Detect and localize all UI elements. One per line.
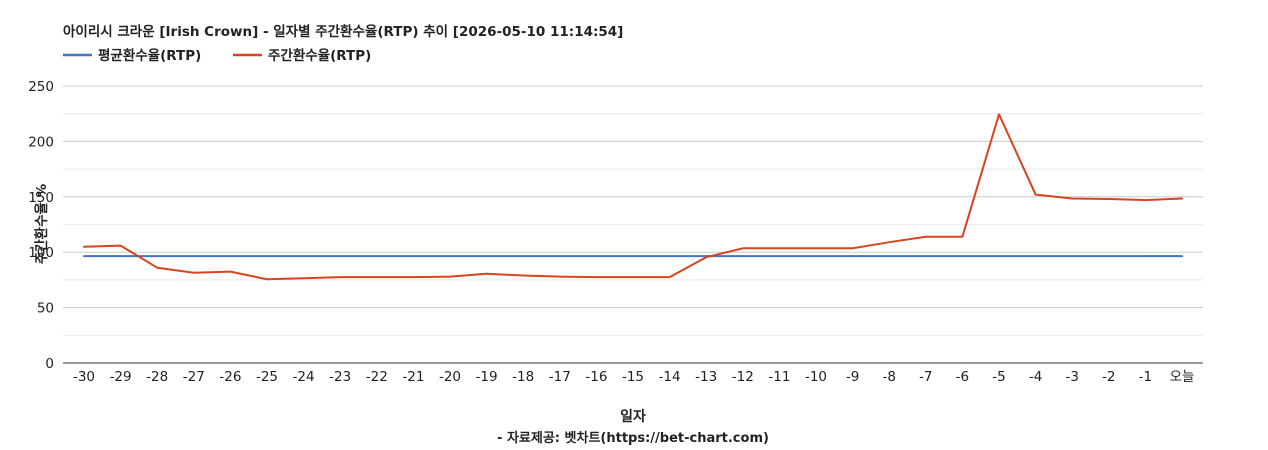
x-tick-label: -22 [366,369,388,385]
x-tick-label: -24 [293,369,315,385]
x-tick-label: -16 [585,369,607,385]
legend-item-weekly[interactable]: 주간환수율(RTP) [233,47,371,64]
x-tick-label: -13 [695,369,717,385]
x-tick-label: -6 [956,369,969,385]
x-tick-label: -28 [146,369,168,385]
y-tick-label: 200 [28,134,54,150]
x-tick-label: -26 [219,369,241,385]
legend: 평균환수율(RTP) 주간환수율(RTP) [63,47,371,64]
x-tick-label: -11 [768,369,790,385]
x-tick-label: 오늘 [1170,369,1195,385]
legend-item-average[interactable]: 평균환수율(RTP) [63,47,201,64]
y-axis-label: 주간환수율 % [33,183,50,264]
x-tick-label: -18 [512,369,534,385]
x-tick-label: -4 [1029,369,1042,385]
legend-label-weekly: 주간환수율(RTP) [268,47,371,64]
x-tick-label: -29 [110,369,132,385]
x-tick-label: -3 [1065,369,1078,385]
y-tick-label: 150 [28,190,54,206]
x-tick-label: -19 [476,369,498,385]
x-tick-label: -12 [732,369,754,385]
x-tick-label: -1 [1139,369,1152,385]
x-tick-label: -2 [1102,369,1115,385]
x-axis-ticks: -30 -29 -28 -27 -26 -25 -24 -23 -22 -21 -20 -19 -18-… [73,369,1194,385]
y-tick-label: 250 [28,79,54,95]
chart-title: 아이리시 크라운 [Irish Crown] - 일자별 주간환수율(RTP) … [63,23,623,40]
y-axis-ticks: 0 50 100 150 200 250 [28,79,54,372]
gridlines [63,85,1203,336]
x-tick-label: -25 [256,369,278,385]
y-tick-label: 100 [28,245,54,261]
x-tick-label: -5 [992,369,1005,385]
source-note: - 자료제공: 벳차트(https://bet-chart.com) [497,430,769,446]
x-tick-label: -14 [659,369,681,385]
x-tick-label: -15 [622,369,644,385]
series-lines [83,113,1183,281]
x-tick-label: -17 [549,369,571,385]
x-tick-label: -21 [402,369,424,385]
x-tick-label: -8 [882,369,895,385]
x-tick-label: -23 [329,369,351,385]
x-tick-label: -10 [805,369,827,385]
y-tick-label: 0 [45,356,54,372]
x-tick-label: -9 [846,369,859,385]
x-axis-label: 일자 [620,409,646,425]
x-tick-label: -30 [73,369,95,385]
series-line-weekly [83,113,1183,281]
x-tick-label: -20 [439,369,461,385]
x-tick-label: -27 [183,369,205,385]
x-tick-label: -7 [919,369,932,385]
y-tick-label: 50 [37,301,54,317]
legend-label-average: 평균환수율(RTP) [98,47,201,64]
